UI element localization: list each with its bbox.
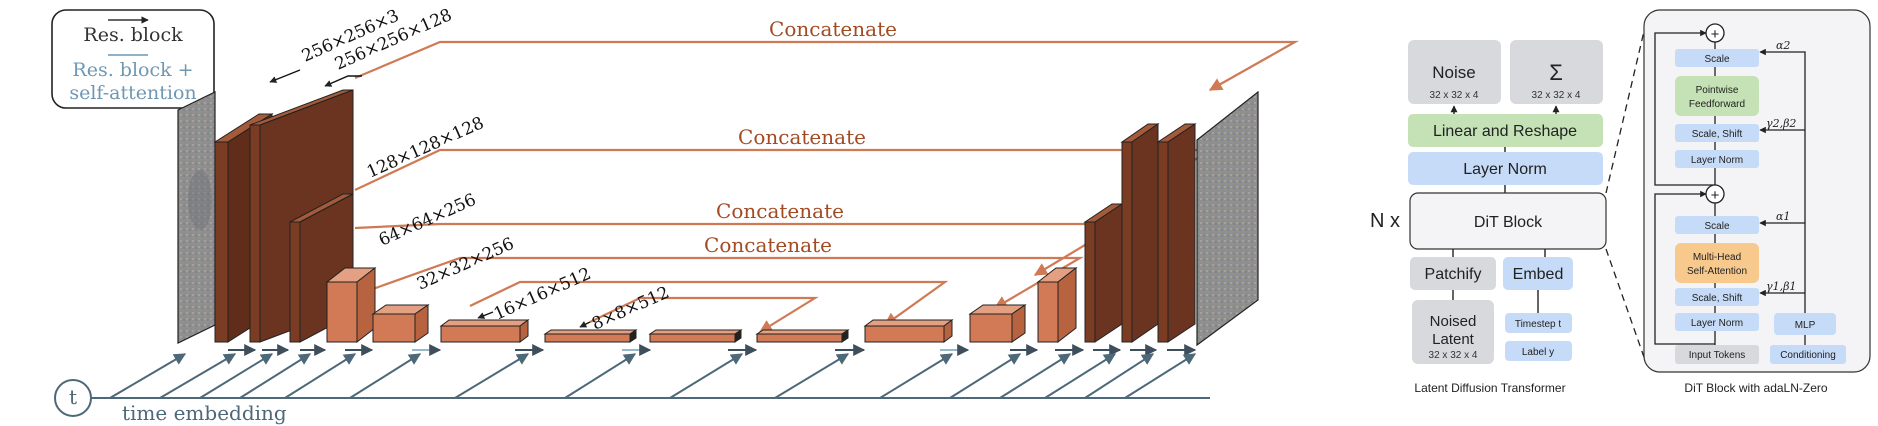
concat-label-2: Concatenate — [738, 125, 866, 149]
scale-top-box — [1675, 49, 1759, 67]
zoom-line-bottom — [1605, 248, 1646, 361]
dim-label-3: 64×64×256 — [376, 190, 479, 251]
noise-box — [1408, 40, 1501, 104]
concat-label-1: Concatenate — [769, 17, 897, 41]
dit-diagram: Noise 32 x 32 x 4 Σ 32 x 32 x 4 Linear a… — [1370, 26, 1646, 395]
noise-shape: 32 x 32 x 4 — [1430, 90, 1479, 101]
plus-symbol-bottom: + — [1711, 187, 1720, 204]
legend-res-attn-2: self-attention — [69, 82, 196, 104]
timestep-box — [1505, 313, 1572, 333]
patchify-label: Patchify — [1425, 266, 1482, 283]
scale-shift-bottom-label: Scale, Shift — [1692, 293, 1743, 304]
time-embedding: t time embedding — [54, 353, 1210, 425]
sigma-box — [1510, 40, 1603, 104]
concat-label-4: Concatenate — [704, 233, 832, 257]
scale-shift-top-box — [1675, 124, 1759, 142]
dim-label-6: 8×8×512 — [589, 283, 673, 335]
dim-label-5: 16×16×512 — [491, 264, 594, 325]
noised-latent-shape: 32 x 32 x 4 — [1429, 350, 1478, 361]
layer-norm-bottom-label: Layer Norm — [1691, 318, 1743, 329]
embed-box — [1503, 257, 1573, 290]
gamma2-beta2-label: γ2,β2 — [1766, 117, 1796, 130]
noised-latent-line2: Latent — [1432, 331, 1475, 348]
concat-label-3: Concatenate — [716, 199, 844, 223]
layer-norm-top-box — [1675, 150, 1759, 168]
dim-label-2: 128×128×128 — [364, 113, 487, 182]
dit-block-box — [1409, 192, 1607, 250]
scale-top-label: Scale — [1704, 54, 1729, 65]
zoom-line-top — [1605, 26, 1646, 194]
n-x-label: N x — [1370, 210, 1400, 232]
plus-symbol-top: + — [1711, 26, 1720, 43]
skip-line-6 — [589, 296, 819, 333]
scale-bottom-box — [1675, 216, 1759, 234]
conditioning-label: Conditioning — [1780, 350, 1836, 361]
scale-shift-top-label: Scale, Shift — [1692, 129, 1743, 140]
mlp-box — [1774, 313, 1836, 335]
embed-label: Embed — [1513, 266, 1564, 283]
time-symbol: t — [69, 385, 77, 409]
scale-bottom-label: Scale — [1704, 221, 1729, 232]
output-image — [1196, 90, 1259, 347]
skip-line-1 — [354, 40, 1300, 91]
plus-node-bottom-icon — [1705, 184, 1725, 204]
sigma-label: Σ — [1549, 60, 1563, 85]
input-tokens-box — [1675, 345, 1759, 364]
linear-reshape-label: Linear and Reshape — [1433, 123, 1577, 140]
gamma1-beta1-label: γ1,β1 — [1766, 280, 1796, 293]
noised-latent-line1: Noised — [1430, 313, 1477, 330]
mhsa-line2: Self-Attention — [1687, 266, 1747, 277]
input-image — [177, 91, 216, 344]
dit-caption: Latent Diffusion Transformer — [1414, 381, 1565, 395]
skip-line-2 — [354, 148, 1214, 206]
legend: Res. block Res. block + self-attention — [51, 9, 215, 109]
adaln-zero-diagram: + + Scale Pointwise Feedforward Scale, S… — [1643, 9, 1871, 395]
encoder-blocks — [213, 89, 638, 344]
legend-box — [51, 9, 215, 109]
adaln-caption: DiT Block with adaLN-Zero — [1684, 381, 1827, 395]
skip-line-3 — [354, 222, 1124, 276]
mhsa-box — [1675, 243, 1759, 283]
legend-res-block: Res. block — [83, 24, 183, 46]
input-tokens-label: Input Tokens — [1689, 350, 1746, 361]
dim-pointers — [269, 69, 591, 328]
pointwise-ff-line2: Feedforward — [1689, 99, 1745, 110]
unet-diagram: Res. block Res. block + self-attention C… — [51, 5, 1300, 425]
legend-res-attn-1: Res. block + — [72, 59, 193, 81]
layer-norm-box — [1408, 152, 1603, 185]
time-label: time embedding — [122, 401, 287, 425]
decoder-blocks — [648, 123, 1197, 344]
noised-latent-box — [1412, 300, 1494, 364]
label-y-box — [1505, 341, 1572, 361]
pointwise-ff-box — [1675, 76, 1759, 116]
scale-shift-bottom-box — [1675, 288, 1759, 306]
mhsa-line1: Multi-Head — [1693, 252, 1741, 263]
pointwise-ff-line1: Pointwise — [1696, 85, 1739, 96]
alpha2-label: α2 — [1776, 39, 1790, 52]
layer-norm-top-label: Layer Norm — [1691, 155, 1743, 166]
noise-label: Noise — [1432, 63, 1475, 82]
layer-norm-label: Layer Norm — [1463, 161, 1547, 178]
plus-node-top-icon — [1705, 23, 1725, 43]
skip-line-5 — [469, 280, 949, 326]
sigma-shape: 32 x 32 x 4 — [1532, 90, 1581, 101]
conditioning-box — [1770, 345, 1846, 364]
layer-norm-bottom-box — [1675, 313, 1759, 331]
mlp-label: MLP — [1795, 320, 1816, 331]
linear-reshape-box — [1408, 114, 1603, 147]
dit-block-label: DiT Block — [1474, 214, 1543, 231]
label-y-label: Label y — [1522, 347, 1554, 358]
timestep-label: Timestep t — [1515, 319, 1562, 330]
dim-label-4: 32×32×256 — [414, 234, 517, 295]
alpha1-label: α1 — [1776, 210, 1790, 223]
patchify-box — [1410, 257, 1496, 290]
